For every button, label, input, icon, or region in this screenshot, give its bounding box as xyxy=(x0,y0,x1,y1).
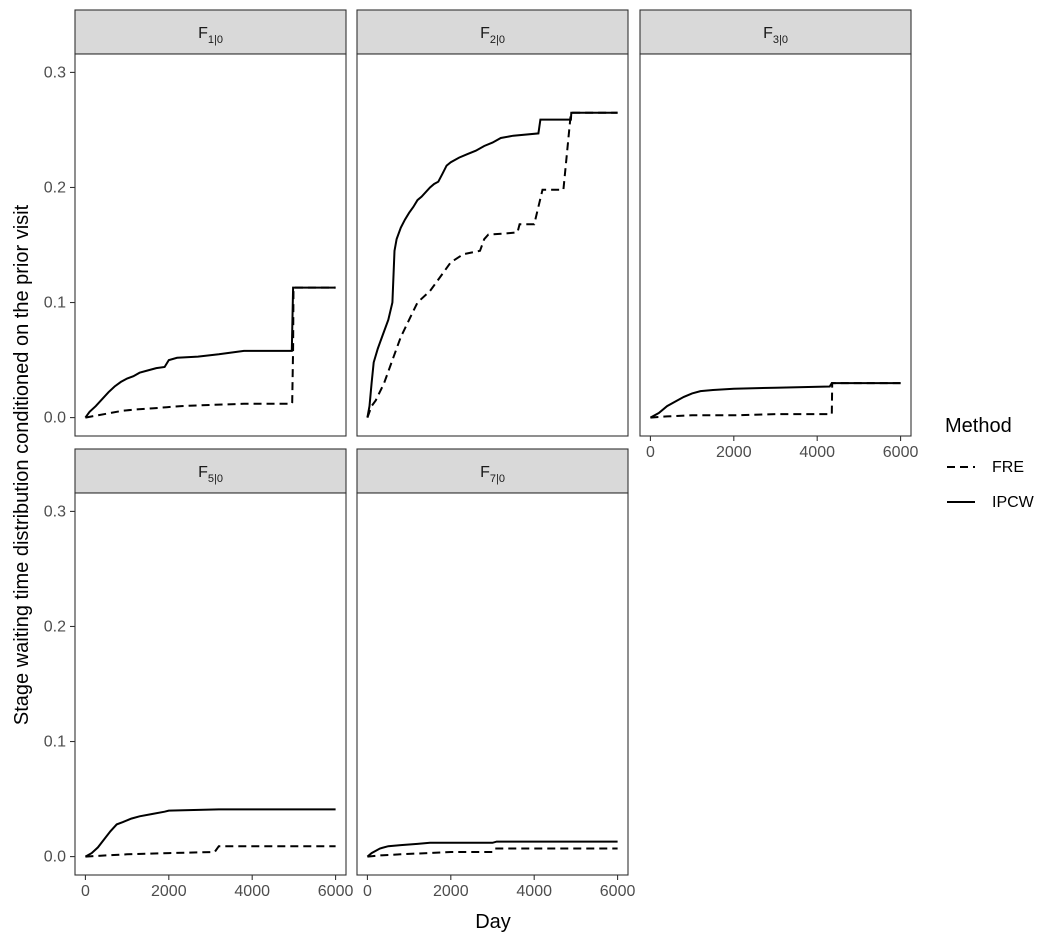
x-tick-label: 4000 xyxy=(516,883,552,900)
y-axis-title: Stage waiting time distribution conditio… xyxy=(11,204,33,725)
facet-panel: F1|0 0.0 0.1 0.2 0.3 xyxy=(44,9,347,437)
facet-strip-label: F1|0 xyxy=(198,25,223,46)
facet-label-main: F xyxy=(480,464,490,481)
x-tick-label: 6000 xyxy=(600,883,636,900)
x-tick-label: 4000 xyxy=(234,883,270,900)
facet-label-main: F xyxy=(763,25,773,42)
facet-strip xyxy=(356,9,629,55)
facet-label-main: F xyxy=(198,25,208,42)
facet-strip-label: F3|0 xyxy=(763,25,788,46)
facet-strip-label: F5|0 xyxy=(198,464,223,485)
x-tick-label: 0 xyxy=(646,444,655,461)
facet-strip xyxy=(74,448,347,494)
x-tick-label: 0 xyxy=(363,883,372,900)
panel-background xyxy=(356,492,629,876)
x-tick-label: 0 xyxy=(81,883,90,900)
x-tick-label: 4000 xyxy=(799,444,835,461)
legend-title: Method xyxy=(945,415,1012,437)
facet-label-subscript: 7|0 xyxy=(490,473,505,485)
series-line-fre xyxy=(367,847,618,858)
series-line-ipcw xyxy=(366,111,618,418)
panel-background xyxy=(356,53,629,437)
y-tick-label: 0.0 xyxy=(44,410,66,427)
facet-strip xyxy=(639,9,912,55)
x-tick-label: 2000 xyxy=(151,883,187,900)
y-tick-label: 0.0 xyxy=(44,849,66,866)
panel-background xyxy=(639,53,912,437)
legend: Method FRE IPCW xyxy=(945,415,1035,511)
series-line-ipcw xyxy=(366,840,618,858)
facets-layer: F1|00.00.10.20.3F2|0 F3|00 2000 4000 6000F5|… xyxy=(44,9,919,900)
legend-label-ipcw: IPCW xyxy=(992,494,1035,511)
x-tick-label: 2000 xyxy=(716,444,752,461)
series-line-ipcw xyxy=(84,808,336,858)
series-line-ipcw xyxy=(84,286,336,419)
y-tick-label: 0.1 xyxy=(44,734,66,751)
facet-label-subscript: 3|0 xyxy=(773,34,788,46)
facet-panel: F2|0 xyxy=(356,9,629,437)
series-line-ipcw xyxy=(649,382,901,419)
facet-label-main: F xyxy=(198,464,208,481)
x-tick-label: 6000 xyxy=(883,444,919,461)
facet-strip xyxy=(74,9,347,55)
facet-panel: F5|0 0.0 0.1 0.2 0.3 0 2000 4000 6000 xyxy=(44,448,354,900)
legend-label-fre: FRE xyxy=(992,459,1024,476)
facet-label-main: F xyxy=(480,25,490,42)
facet-strip xyxy=(356,448,629,494)
facet-strip-label: F2|0 xyxy=(480,25,505,46)
y-tick-label: 0.1 xyxy=(44,295,66,312)
facet-label-subscript: 5|0 xyxy=(208,473,223,485)
facet-label-subscript: 1|0 xyxy=(208,34,223,46)
series-line-fre xyxy=(85,845,336,858)
x-tick-label: 6000 xyxy=(318,883,354,900)
y-tick-label: 0.3 xyxy=(44,64,66,81)
x-axis-title: Day xyxy=(475,911,511,933)
panel-background xyxy=(74,53,347,437)
series-line-fre xyxy=(650,382,901,419)
facet-panel: F3|0 0 2000 4000 6000 xyxy=(639,9,919,461)
facet-panel: F7|0 0 2000 4000 6000 xyxy=(356,448,636,900)
x-tick-label: 2000 xyxy=(433,883,469,900)
y-tick-label: 0.2 xyxy=(44,179,66,196)
series-line-fre xyxy=(366,111,618,418)
series-line-fre xyxy=(85,286,336,419)
facet-label-subscript: 2|0 xyxy=(490,34,505,46)
y-tick-label: 0.3 xyxy=(44,503,66,520)
panel-background xyxy=(74,492,347,876)
y-tick-label: 0.2 xyxy=(44,618,66,635)
facet-strip-label: F7|0 xyxy=(480,464,505,485)
